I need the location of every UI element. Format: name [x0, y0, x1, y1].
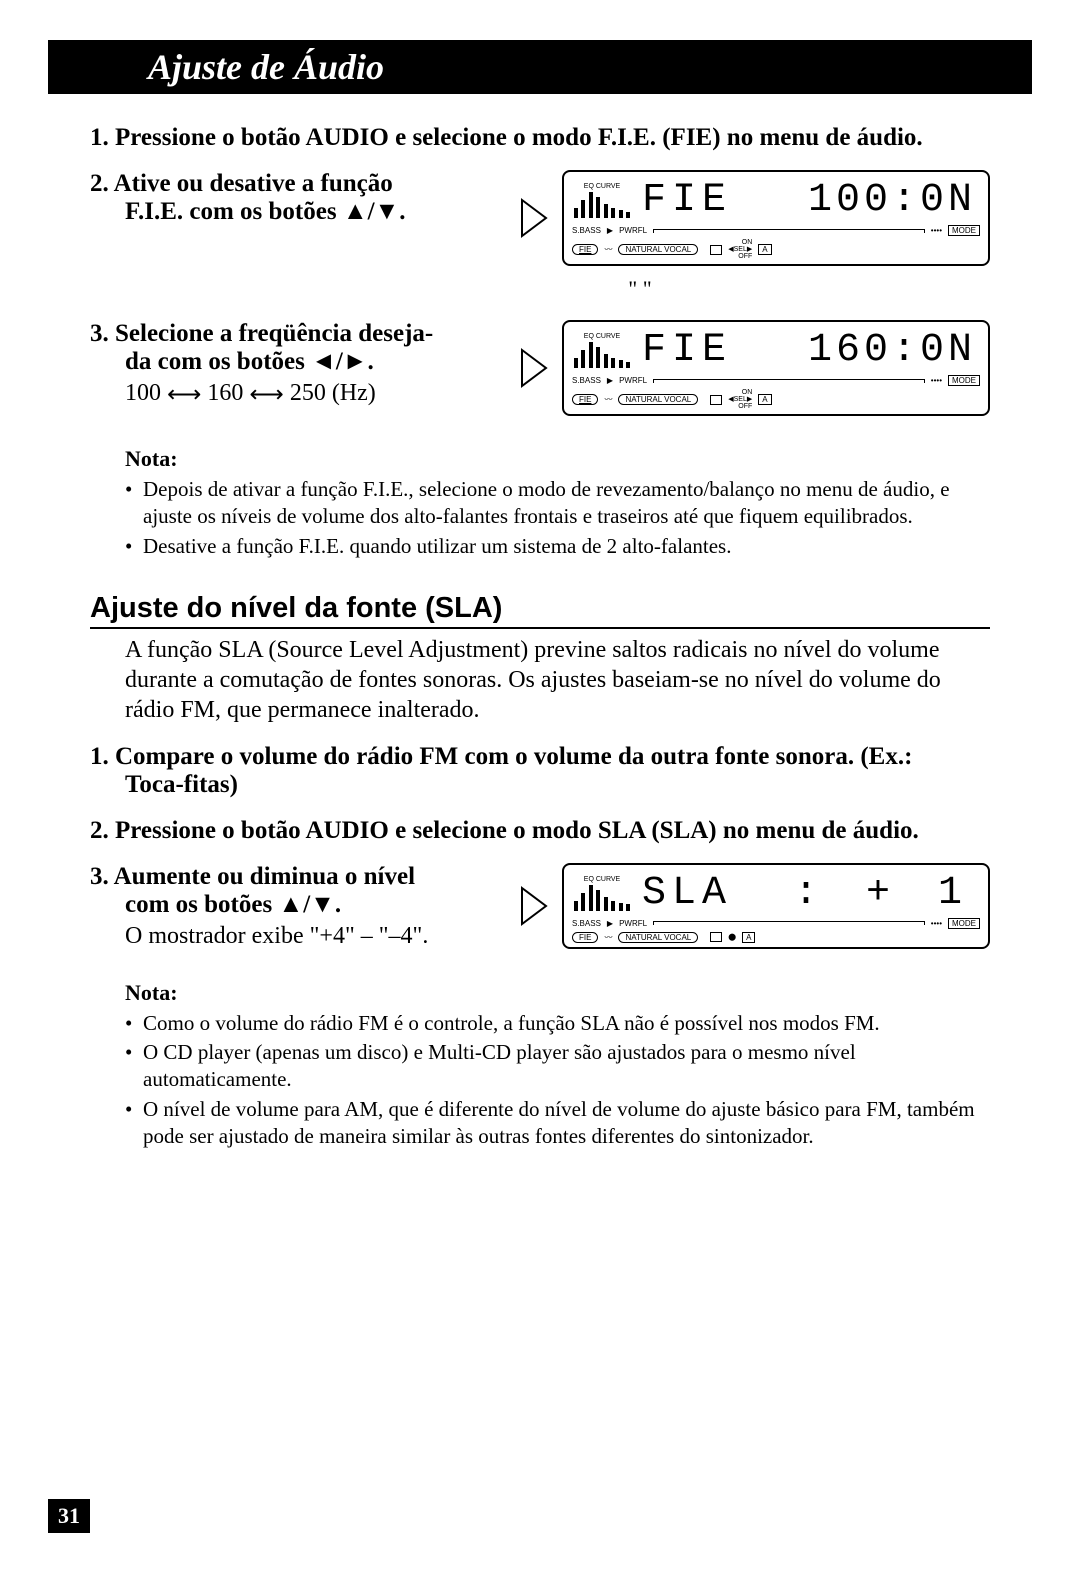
freq-options: 100 ⟷ 160 ⟷ 250 (Hz): [125, 380, 500, 409]
natural-vocal-oval: NATURAL VOCAL: [618, 244, 698, 255]
sla-step-1: 1. Compare o volume do rádio FM com o vo…: [90, 743, 990, 799]
a-badge: A: [758, 244, 771, 255]
eq-bars-icon: [574, 342, 630, 368]
page-header: Ajuste de Áudio: [48, 40, 1032, 94]
lcd-label: FIE: [642, 328, 732, 373]
fie-oval: FIE: [572, 244, 598, 255]
fie-step-1: 1. Pressione o botão AUDIO e selecione o…: [90, 124, 990, 152]
step-text-line1: 2. Ative ou desative a função: [90, 170, 500, 198]
display-col: EQ CURVE FIE 100:0N: [520, 170, 990, 266]
nota-item: Desative a função F.I.E. quando utilizar…: [125, 533, 990, 560]
sla-intro: A função SLA (Source Level Adjustment) p…: [125, 635, 990, 725]
freq-100: 100: [125, 380, 161, 406]
sla-step-2: 2. Pressione o botão AUDIO e selecione o…: [90, 817, 990, 845]
step-text-line2: Toca-fitas): [125, 771, 970, 799]
eq-bars-icon: [574, 885, 630, 911]
double-arrow-icon: ⟷: [249, 380, 283, 409]
eq-curve-block: EQ CURVE: [572, 183, 632, 218]
double-arrow-icon: ⟷: [167, 380, 201, 409]
step-text-line1: 1. Compare o volume do rádio FM com o vo…: [90, 743, 970, 771]
quote-indicator: " ": [90, 276, 990, 302]
step-text-line2: com os botões ▲/▼.: [125, 891, 500, 919]
fie-step-3: 3. Selecione a freqüência deseja- da com…: [90, 320, 990, 416]
freq-160: 160: [207, 380, 243, 406]
lcd-display-sla: EQ CURVE SLA : + 1 S.BASS ▶: [562, 863, 990, 949]
lcd-label: SLA: [642, 871, 732, 916]
step-text-line2: F.I.E. com os botões ▲/▼.: [125, 198, 500, 226]
freq-250: 250 (Hz): [290, 380, 376, 406]
display-col: EQ CURVE SLA : + 1 S.BASS ▶: [520, 863, 990, 949]
sla-nota: Nota: Como o volume do rádio FM é o cont…: [125, 980, 990, 1150]
eq-curve-label: EQ CURVE: [572, 333, 632, 340]
nota-title: Nota:: [125, 980, 990, 1006]
content: 1. Pressione o botão AUDIO e selecione o…: [0, 124, 1080, 1150]
lcd-label: FIE: [642, 178, 732, 223]
step-text-line2: da com os botões ◄/►.: [125, 348, 500, 376]
lcd-value: 160:0N: [808, 328, 976, 373]
eq-bars-icon: [574, 192, 630, 218]
fie-nota: Nota: Depois de ativar a função F.I.E., …: [125, 446, 990, 560]
eq-curve-label: EQ CURVE: [572, 183, 632, 190]
page-number: 31: [48, 1499, 90, 1533]
sla-step-3: 3. Aumente ou diminua o nível com os bot…: [90, 863, 990, 950]
lcd-value: : + 1: [794, 871, 974, 916]
next-arrow-icon: [520, 886, 548, 926]
next-arrow-icon: [520, 198, 548, 238]
next-arrow-icon: [520, 348, 548, 388]
step-text: 1. Pressione o botão AUDIO e selecione o…: [90, 124, 923, 151]
nota-title: Nota:: [125, 446, 990, 472]
fie-step-2: 2. Ative ou desative a função F.I.E. com…: [90, 170, 990, 266]
sla-heading: Ajuste do nível da fonte (SLA): [90, 592, 990, 629]
eq-curve-block: EQ CURVE: [572, 333, 632, 368]
header-title: Ajuste de Áudio: [148, 47, 384, 87]
lcd-display-1: EQ CURVE FIE 100:0N: [562, 170, 990, 266]
step-text-line1: 3. Aumente ou diminua o nível: [90, 863, 500, 891]
eq-curve-block: EQ CURVE: [572, 876, 632, 911]
lcd-display-2: EQ CURVE FIE 160:0N: [562, 320, 990, 416]
sbass-label: S.BASS: [572, 226, 601, 235]
display-col: EQ CURVE FIE 160:0N: [520, 320, 990, 416]
pwrfl-label: PWRFL: [619, 226, 647, 235]
nota-item: O CD player (apenas um disco) e Multi-CD…: [125, 1039, 990, 1094]
step-text-line1: 3. Selecione a freqüência deseja-: [90, 320, 500, 348]
nota-item: Depois de ativar a função F.I.E., seleci…: [125, 476, 990, 531]
lcd-value: 100:0N: [808, 178, 976, 223]
wave-icon: 〰: [604, 244, 612, 255]
nota-item: Como o volume do rádio FM é o controle, …: [125, 1010, 990, 1037]
fie-section: 1. Pressione o botão AUDIO e selecione o…: [90, 124, 990, 560]
step-sub: O mostrador exibe "+4" – "–4".: [125, 923, 500, 950]
step-text: 2. Pressione o botão AUDIO e selecione o…: [90, 817, 919, 844]
nota-item: O nível de volume para AM, que é diferen…: [125, 1096, 990, 1151]
mode-badge: MODE: [948, 225, 980, 236]
